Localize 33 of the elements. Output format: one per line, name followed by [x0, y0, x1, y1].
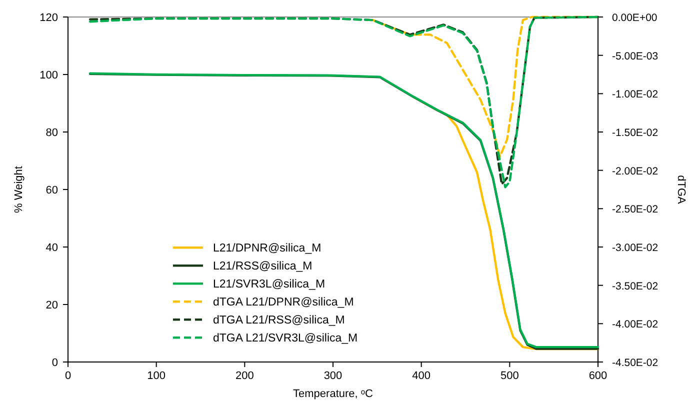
- y2-tick-label: -5.00E-03: [612, 50, 658, 62]
- y2-tick-label: -4.00E-02: [612, 318, 658, 331]
- y2-tick-label: -1.50E-02: [612, 127, 658, 139]
- x-tick-label: 200: [235, 370, 254, 382]
- legend-label: L21/SVR3L@silica_M: [213, 278, 326, 291]
- x-tick-label: 0: [64, 370, 72, 382]
- y-tick-label: 60: [46, 184, 58, 196]
- y-axis-title: % Weight: [13, 166, 25, 213]
- x-tick-label: 300: [324, 370, 342, 382]
- legend-label: dTGA L21/RSS@silica_M: [213, 314, 345, 327]
- y-tick-label: 0: [52, 357, 58, 369]
- y2-tick-label: -2.50E-02: [612, 204, 658, 216]
- y2-axis-title: dTGA: [675, 175, 687, 205]
- x-tick-label: 400: [412, 370, 431, 382]
- y-tick-label: 80: [46, 127, 58, 139]
- y2-tick-label: -1.00E-02: [612, 88, 658, 101]
- x-tick-label: 500: [500, 370, 519, 382]
- x-axis-title: Temperature, ᵒC: [293, 388, 374, 400]
- y2-tick-label: -4.50E-02: [612, 357, 658, 369]
- y2-tick-label: -2.00E-02: [612, 165, 658, 178]
- legend-label: dTGA L21/SVR3L@silica_M: [213, 332, 358, 345]
- y2-tick-label: -3.00E-02: [612, 242, 658, 254]
- y2-tick-label: -3.50E-02: [612, 280, 658, 292]
- legend-label: L21/RSS@silica_M: [213, 260, 312, 273]
- y-tick-label: 40: [46, 242, 58, 254]
- x-tick-label: 100: [147, 370, 166, 382]
- y2-tick-label: 0.00E+00: [612, 12, 658, 24]
- y-tick-label: 20: [46, 300, 58, 312]
- legend-label: L21/DPNR@silica_M: [213, 242, 322, 255]
- legend-label: dTGA L21/DPNR@silica_M: [213, 296, 354, 309]
- y-tick-label: 100: [40, 70, 58, 82]
- y-tick-label: 120: [40, 12, 58, 24]
- x-tick-label: 600: [588, 370, 608, 382]
